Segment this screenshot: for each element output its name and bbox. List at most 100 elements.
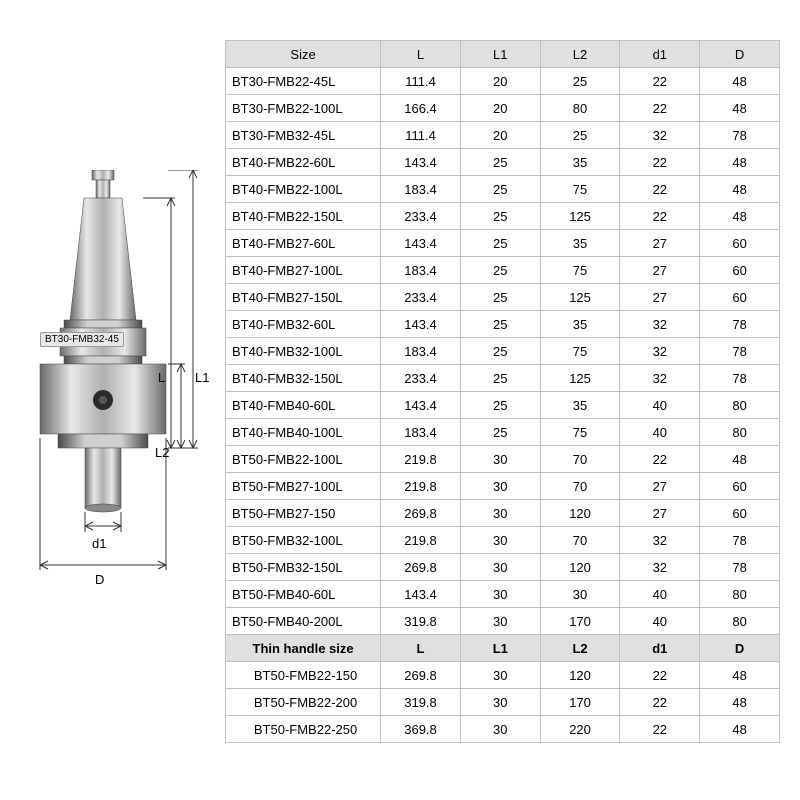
table-cell: 75: [540, 419, 620, 446]
table-cell: 80: [540, 95, 620, 122]
table-cell: 48: [700, 446, 780, 473]
table-cell: 32: [620, 365, 700, 392]
table-cell: 269.8: [381, 662, 461, 689]
table-cell: 32: [620, 122, 700, 149]
table-cell: 70: [540, 527, 620, 554]
table-cell: 111.4: [381, 122, 461, 149]
table-cell: 30: [460, 446, 540, 473]
table-cell: 48: [700, 176, 780, 203]
table-cell: 269.8: [381, 500, 461, 527]
table-cell: 22: [620, 446, 700, 473]
col-L2: L2: [540, 41, 620, 68]
table-cell: 80: [700, 392, 780, 419]
table-cell: 30: [460, 689, 540, 716]
table-cell: BT40-FMB27-60L: [226, 230, 381, 257]
table-row: BT50-FMB22-200319.8301702248: [226, 689, 780, 716]
table-cell: 30: [460, 581, 540, 608]
table-cell: 75: [540, 176, 620, 203]
table-cell: 40: [620, 581, 700, 608]
table-cell: 25: [460, 338, 540, 365]
table-cell: BT40-FMB27-100L: [226, 257, 381, 284]
table-cell: 35: [540, 230, 620, 257]
table-cell: BT40-FMB27-150L: [226, 284, 381, 311]
table-cell: 48: [700, 689, 780, 716]
tool-holder-diagram: [3, 170, 223, 630]
table-cell: 78: [700, 527, 780, 554]
table-cell: 78: [700, 311, 780, 338]
table-cell: 22: [620, 203, 700, 230]
table-cell: 32: [620, 311, 700, 338]
table-cell: 183.4: [381, 338, 461, 365]
dim-label-L: L: [158, 370, 165, 385]
table-cell: 27: [620, 473, 700, 500]
table-cell: 183.4: [381, 419, 461, 446]
table-cell: BT40-FMB32-150L: [226, 365, 381, 392]
table-cell: 220: [540, 716, 620, 743]
table-cell: 27: [620, 500, 700, 527]
table-cell: 233.4: [381, 203, 461, 230]
table-row: BT40-FMB40-100L183.425754080: [226, 419, 780, 446]
table-cell: BT40-FMB40-100L: [226, 419, 381, 446]
table-cell: 166.4: [381, 95, 461, 122]
table-row: BT40-FMB40-60L143.425354080: [226, 392, 780, 419]
table-cell: 30: [460, 662, 540, 689]
table-cell: 30: [460, 500, 540, 527]
table-cell: 22: [620, 662, 700, 689]
table-cell: 30: [460, 716, 540, 743]
table-cell: 75: [540, 257, 620, 284]
table-cell: 40: [620, 608, 700, 635]
table-cell: 70: [540, 446, 620, 473]
table-cell: 125: [540, 365, 620, 392]
table-row: BT40-FMB32-150L233.4251253278: [226, 365, 780, 392]
table-cell: BT50-FMB32-100L: [226, 527, 381, 554]
table-cell: BT40-FMB22-60L: [226, 149, 381, 176]
table-cell: 125: [540, 284, 620, 311]
table-cell: 27: [620, 230, 700, 257]
table-cell: 170: [540, 689, 620, 716]
table-cell: 111.4: [381, 68, 461, 95]
table-cell: 48: [700, 203, 780, 230]
table-cell: 143.4: [381, 149, 461, 176]
table-cell: 25: [460, 257, 540, 284]
table-cell: 48: [700, 95, 780, 122]
table-cell: 48: [700, 149, 780, 176]
table-cell: 48: [700, 662, 780, 689]
table-row: BT30-FMB22-45L111.420252248: [226, 68, 780, 95]
table-row: BT50-FMB40-200L319.8301704080: [226, 608, 780, 635]
table-cell: 70: [540, 473, 620, 500]
table-cell: 25: [540, 68, 620, 95]
table-cell: 143.4: [381, 230, 461, 257]
table-cell: 80: [700, 419, 780, 446]
table-cell: 60: [700, 500, 780, 527]
table-cell: 25: [460, 203, 540, 230]
table-cell: 25: [460, 311, 540, 338]
table-cell: BT50-FMB22-200: [226, 689, 381, 716]
table-cell: 32: [620, 554, 700, 581]
table-row: BT50-FMB32-100L219.830703278: [226, 527, 780, 554]
table-cell: 219.8: [381, 473, 461, 500]
col-d1: d1: [620, 41, 700, 68]
table-cell: BT40-FMB22-100L: [226, 176, 381, 203]
part-label: BT30-FMB32-45: [40, 332, 124, 347]
diagram-area: BT30-FMB32-45 L L1 L2 d1 D: [0, 0, 225, 800]
table-cell: 22: [620, 68, 700, 95]
table-cell: 319.8: [381, 608, 461, 635]
table-cell: BT30-FMB22-45L: [226, 68, 381, 95]
table-cell: 80: [700, 608, 780, 635]
subheader-size: Thin handle size: [226, 635, 381, 662]
table-cell: 32: [620, 338, 700, 365]
table-cell: BT50-FMB40-60L: [226, 581, 381, 608]
table-row: BT50-FMB22-250369.8302202248: [226, 716, 780, 743]
table-cell: 20: [460, 122, 540, 149]
table-cell: 40: [620, 419, 700, 446]
table-cell: 30: [540, 581, 620, 608]
table-cell: 48: [700, 68, 780, 95]
table-cell: 143.4: [381, 581, 461, 608]
table-cell: 25: [460, 419, 540, 446]
table-cell: 78: [700, 365, 780, 392]
table-cell: 48: [700, 716, 780, 743]
table-cell: 25: [460, 284, 540, 311]
table-cell: 25: [460, 392, 540, 419]
table-cell: 40: [620, 392, 700, 419]
table-cell: 25: [540, 122, 620, 149]
